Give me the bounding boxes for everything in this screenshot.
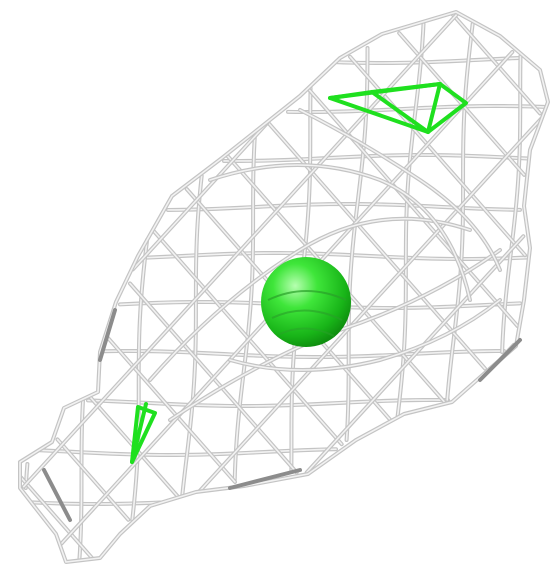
central-sphere (261, 257, 351, 347)
lower-marker (130, 402, 157, 464)
upper-marker (328, 82, 468, 134)
